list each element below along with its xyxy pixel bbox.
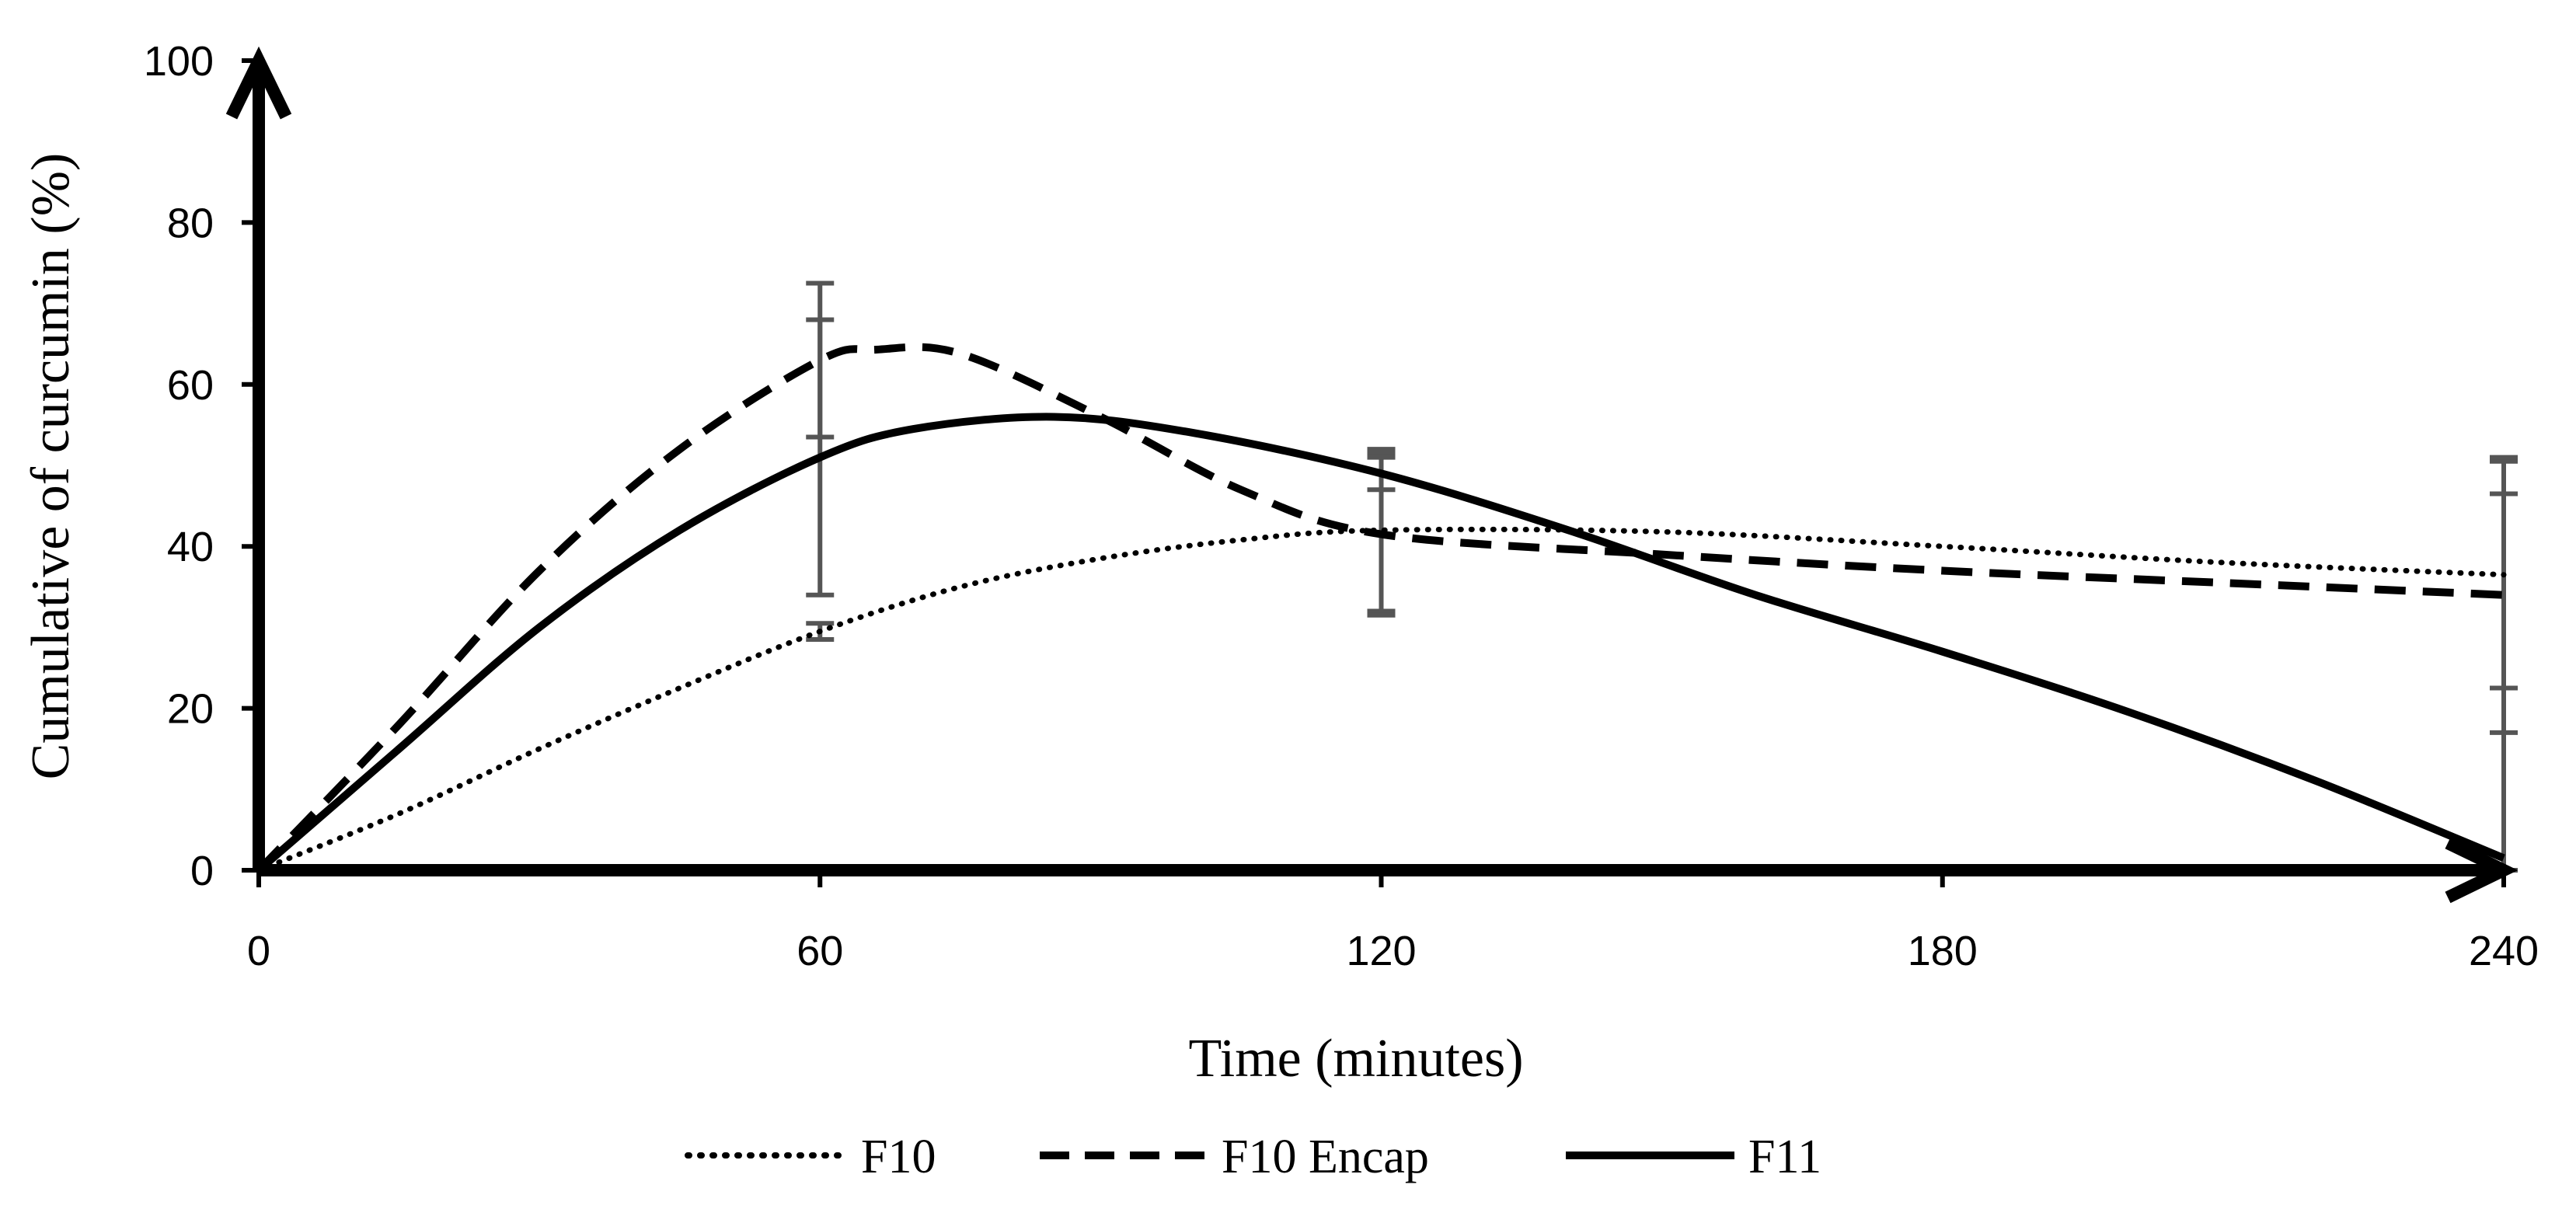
x-axis-title: Time (minutes) [1188,1029,1523,1089]
y-tick-label: 60 [167,362,214,409]
series-line-f10 [256,526,2507,873]
series-line-f11 [256,413,2505,873]
y-tick-label: 20 [167,686,214,733]
series-line-f10-encap [256,343,2505,873]
legend-label-f10-encap: F10 Encap [1222,1131,1429,1183]
x-tick-label: 60 [797,928,843,974]
x-tick-label: 240 [2469,928,2539,974]
y-tick-label: 0 [190,848,214,894]
plot-area [256,280,2518,873]
y-tick-label: 80 [167,200,214,246]
legend-label-f11: F11 [1748,1131,1821,1183]
legend: F10 F10 Encap F11 [685,1131,1821,1183]
x-tick-label: 0 [247,928,270,974]
axes: 0 20 40 60 80 100 0 60 120 180 240 [144,38,2539,974]
y-tick-label: 40 [167,524,214,570]
x-tick-label: 120 [1346,928,1416,974]
y-axis-title: Cumulative of curcumin (%) [21,153,81,780]
legend-label-f10: F10 [861,1131,936,1183]
y-tick-label: 100 [144,38,214,85]
x-tick-label: 180 [1908,928,1978,974]
